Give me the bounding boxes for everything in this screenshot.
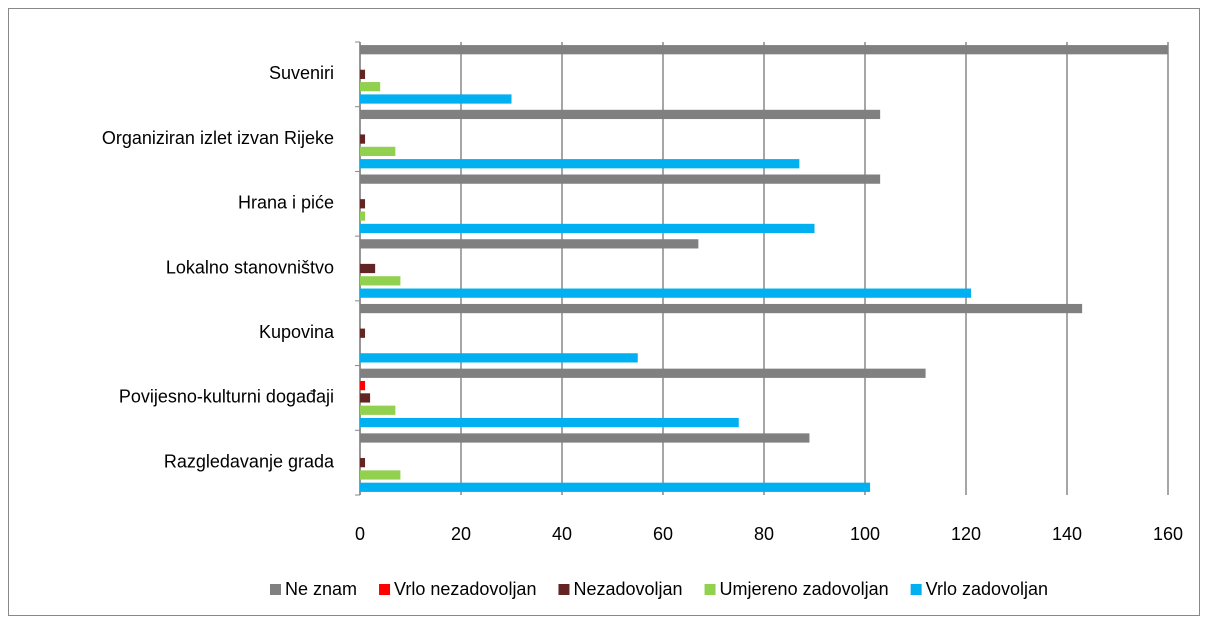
- bar: [360, 239, 699, 249]
- bar: [360, 45, 1168, 55]
- y-tick-label: Razgledavanje grada: [164, 451, 335, 471]
- legend-swatch: [558, 584, 570, 595]
- bar: [360, 69, 366, 79]
- legend-label: Vrlo zadovoljan: [926, 579, 1048, 599]
- bar: [360, 417, 739, 428]
- legend-swatch: [379, 584, 391, 595]
- x-tick-label: 120: [951, 524, 981, 544]
- y-tick-label: Lokalno stanovništvo: [166, 257, 334, 277]
- bar: [360, 393, 371, 403]
- x-tick-label: 40: [552, 524, 572, 544]
- y-tick-label: Povijesno-kulturni događaji: [119, 387, 334, 407]
- bar: [360, 223, 815, 234]
- bar: [360, 211, 366, 221]
- x-tick-label: 100: [850, 524, 880, 544]
- x-tick-label: 160: [1153, 524, 1183, 544]
- bar: [360, 199, 366, 209]
- legend-label: Vrlo nezadovoljan: [394, 579, 536, 599]
- bar: [360, 353, 638, 363]
- legend-label: Umjereno zadovoljan: [720, 579, 889, 599]
- bar: [360, 159, 800, 169]
- bar: [360, 134, 366, 144]
- bar: [360, 276, 401, 286]
- y-tick-label: Hrana i piće: [238, 193, 334, 213]
- x-tick-label: 0: [355, 524, 365, 544]
- bar: [360, 174, 881, 184]
- y-tick-label: Kupovina: [259, 322, 335, 342]
- x-tick-label: 60: [653, 524, 673, 544]
- bar: [360, 94, 512, 104]
- bar: [360, 263, 376, 274]
- bar: [360, 482, 871, 492]
- bar: [360, 288, 972, 298]
- x-tick-label: 20: [451, 524, 471, 544]
- bar: [360, 380, 366, 391]
- bar: [360, 146, 396, 157]
- bar: [360, 458, 366, 468]
- legend-swatch: [270, 584, 281, 595]
- legend-label: Ne znam: [285, 579, 357, 599]
- x-tick-label: 80: [754, 524, 774, 544]
- legend-swatch: [704, 584, 716, 595]
- bar: [360, 328, 366, 338]
- legend-swatch: [910, 584, 922, 595]
- bar: [360, 470, 401, 480]
- bar: [360, 82, 381, 92]
- y-tick-label: Organiziran izlet izvan Rijeke: [102, 128, 334, 148]
- bar: [360, 109, 881, 120]
- legend-label: Nezadovoljan: [573, 579, 682, 599]
- y-tick-label: Suveniri: [269, 63, 334, 83]
- bar: [360, 368, 926, 378]
- x-tick-label: 140: [1052, 524, 1082, 544]
- bar: [360, 303, 1083, 314]
- bar: [360, 433, 810, 443]
- bar: [360, 405, 396, 415]
